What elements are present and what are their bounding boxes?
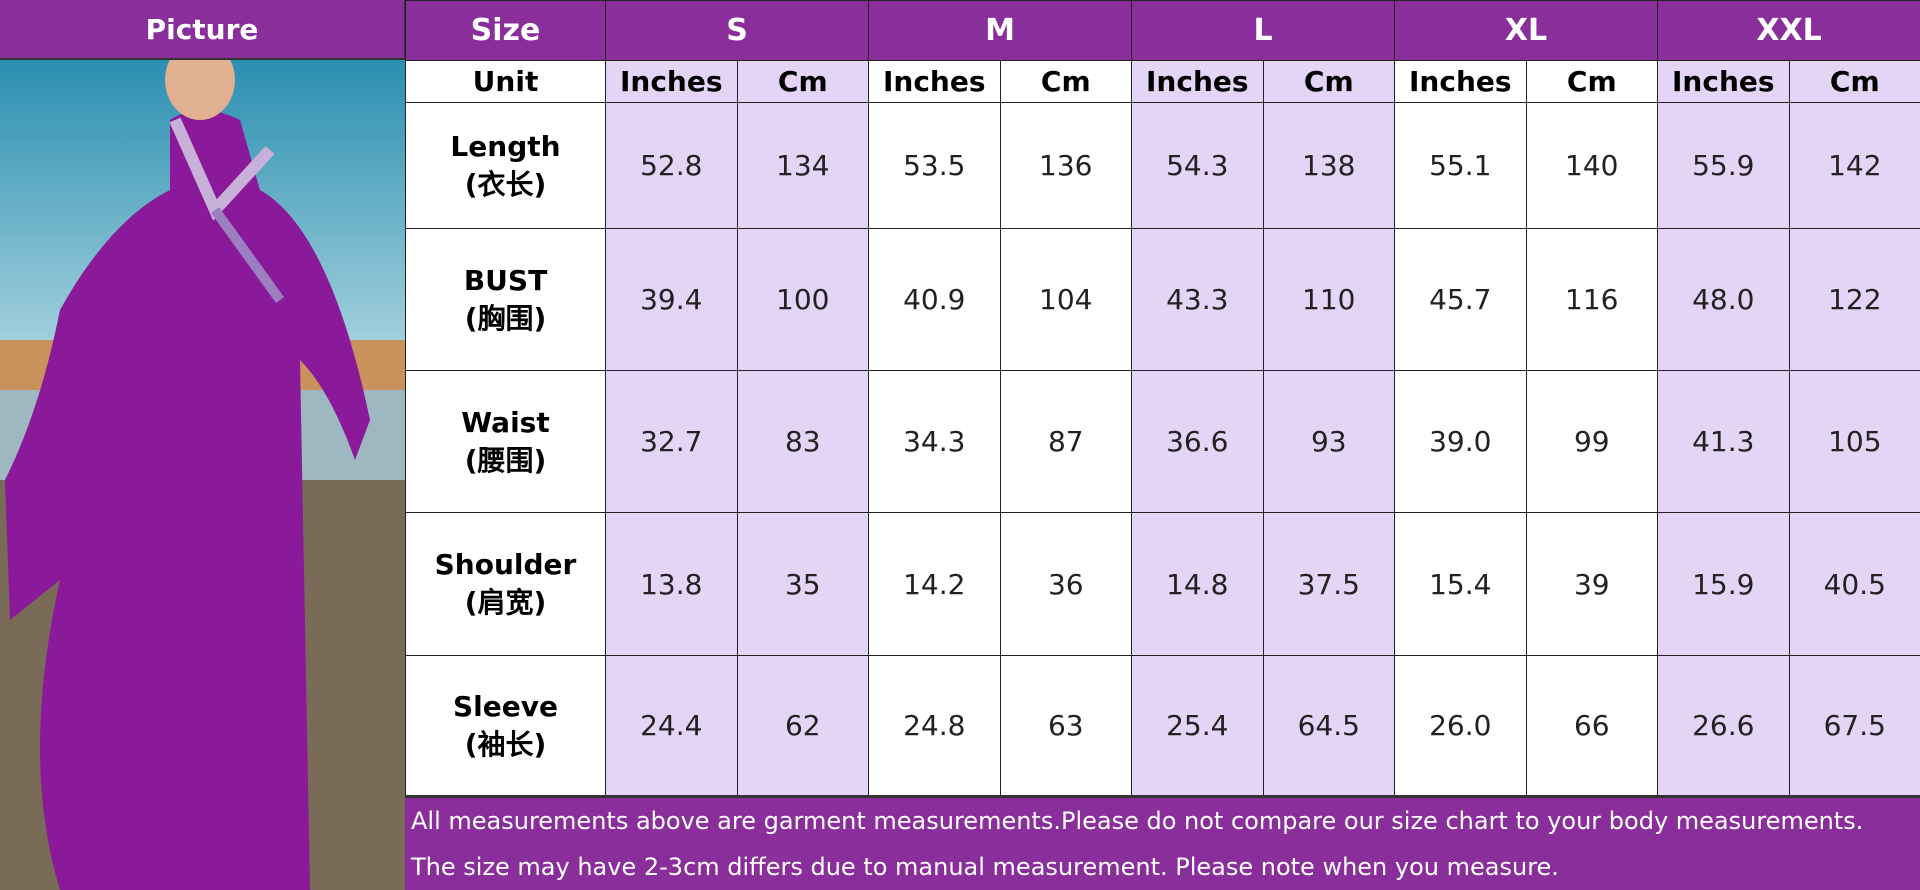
row-name-cn: (衣长) (464, 167, 547, 201)
size-l: L (1131, 0, 1396, 61)
value-cell: 35 (736, 512, 870, 656)
row-name: Sleeve (453, 689, 558, 723)
value-cell: 40.9 (868, 228, 1001, 371)
value-cell: 116 (1525, 228, 1659, 371)
row-label: Waist (腰围) (405, 370, 606, 513)
value-cell: 104 (999, 228, 1133, 371)
value-cell: 34.3 (868, 370, 1001, 513)
value-cell: 138 (1262, 102, 1396, 229)
row-label: Shoulder (肩宽) (405, 512, 606, 656)
unit-inches: Inches (1394, 60, 1527, 103)
value-cell: 40.5 (1788, 512, 1920, 656)
value-cell: 26.0 (1394, 655, 1527, 796)
measurement-row: Sleeve (袖长) 24.4 62 24.8 63 25.4 64.5 26.0 66 26.6… (405, 655, 1920, 796)
measurement-row: Length (衣长) 52.8 134 53.5 136 54.3 138 55.1 140 55… (405, 102, 1920, 229)
value-cell: 15.4 (1394, 512, 1527, 656)
value-cell: 25.4 (1131, 655, 1264, 796)
footer-note: All measurements above are garment measu… (405, 795, 1920, 890)
unit-cm: Cm (1788, 60, 1920, 103)
unit-inches: Inches (1657, 60, 1790, 103)
value-cell: 26.6 (1657, 655, 1790, 796)
row-label: Sleeve (袖长) (405, 655, 606, 796)
value-cell: 63 (999, 655, 1133, 796)
size-m: M (868, 0, 1133, 61)
row-name: Length (450, 129, 561, 163)
value-cell: 87 (999, 370, 1133, 513)
product-photo (0, 60, 405, 890)
value-cell: 62 (736, 655, 870, 796)
unit-inches: Inches (605, 60, 738, 103)
size-xxl: XXL (1657, 0, 1920, 61)
row-name-cn: (袖长) (464, 727, 547, 761)
picture-header: Picture (0, 0, 405, 60)
unit-cm: Cm (1525, 60, 1659, 103)
row-name-cn: (胸围) (464, 301, 547, 335)
size-header: Size (405, 0, 606, 61)
value-cell: 36.6 (1131, 370, 1264, 513)
measurement-row: BUST (胸围) 39.4 100 40.9 104 43.3 110 45.7 116 48.0… (405, 228, 1920, 371)
value-cell: 24.8 (868, 655, 1001, 796)
value-cell: 39.4 (605, 228, 738, 371)
row-name: BUST (463, 263, 548, 297)
unit-row: Unit Inches Cm Inches Cm Inches Cm Inches Cm Inc… (405, 60, 1920, 103)
row-name-cn: (肩宽) (464, 586, 547, 619)
value-cell: 14.8 (1131, 512, 1264, 656)
value-cell: 93 (1262, 370, 1396, 513)
value-cell: 39.0 (1394, 370, 1527, 513)
value-cell: 54.3 (1131, 102, 1264, 229)
value-cell: 66 (1525, 655, 1659, 796)
unit-cm: Cm (736, 60, 870, 103)
value-cell: 32.7 (605, 370, 738, 513)
value-cell: 136 (999, 102, 1133, 229)
size-s: S (604, 0, 870, 61)
unit-inches: Inches (868, 60, 1001, 103)
row-label: Length (衣长) (405, 102, 606, 229)
value-cell: 100 (736, 228, 870, 371)
value-cell: 64.5 (1262, 655, 1396, 796)
value-cell: 134 (736, 102, 870, 229)
value-cell: 140 (1525, 102, 1659, 229)
unit-inches: Inches (1131, 60, 1264, 103)
value-cell: 122 (1788, 228, 1920, 371)
value-cell: 37.5 (1262, 512, 1396, 656)
value-cell: 14.2 (868, 512, 1001, 656)
footer-line-2: The size may have 2-3cm differs due to m… (411, 853, 1559, 881)
value-cell: 53.5 (868, 102, 1001, 229)
value-cell: 36 (999, 512, 1133, 656)
value-cell: 99 (1525, 370, 1659, 513)
value-cell: 39 (1525, 512, 1659, 656)
value-cell: 45.7 (1394, 228, 1527, 371)
value-cell: 55.1 (1394, 102, 1527, 229)
value-cell: 110 (1262, 228, 1396, 371)
value-cell: 24.4 (605, 655, 738, 796)
size-xl: XL (1394, 0, 1659, 61)
value-cell: 48.0 (1657, 228, 1790, 371)
value-cell: 43.3 (1131, 228, 1264, 371)
value-cell: 67.5 (1788, 655, 1920, 796)
size-chart-table: Size S M L XL XXL Unit Inches Cm Inches Cm I… (405, 0, 1920, 796)
unit-cm: Cm (1262, 60, 1396, 103)
measurement-row: Waist (腰围) 32.7 83 34.3 87 36.6 93 39.0 99 41.3 105 (405, 370, 1920, 513)
value-cell: 13.8 (605, 512, 738, 656)
row-name: Shoulder (434, 548, 577, 582)
value-cell: 52.8 (605, 102, 738, 229)
row-label: BUST (胸围) (405, 228, 606, 371)
value-cell: 83 (736, 370, 870, 513)
value-cell: 55.9 (1657, 102, 1790, 229)
footer-line-1: All measurements above are garment measu… (411, 807, 1864, 835)
row-name: Waist (461, 405, 550, 439)
value-cell: 105 (1788, 370, 1920, 513)
row-name-cn: (腰围) (464, 443, 547, 477)
measurement-row: Shoulder (肩宽) 13.8 35 14.2 36 14.8 37.5 15.4 39 15… (405, 512, 1920, 656)
unit-label: Unit (405, 60, 606, 103)
value-cell: 142 (1788, 102, 1920, 229)
value-cell: 41.3 (1657, 370, 1790, 513)
unit-cm: Cm (999, 60, 1133, 103)
value-cell: 15.9 (1657, 512, 1790, 656)
